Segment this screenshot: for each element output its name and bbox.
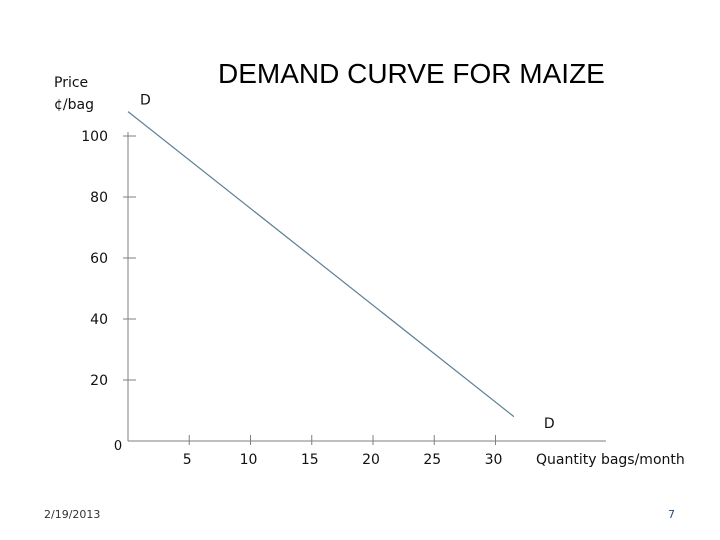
curve-label-end: D [544,416,555,432]
x-axis-label: Quantity bags/month [536,452,685,468]
x-tick-label-25: 25 [423,452,441,468]
y-axis-label-line-2: ¢/bag [54,97,94,113]
x-tick-label-15: 15 [301,452,319,468]
curve-label-start: D [140,92,151,108]
y-tick-label-80: 80 [90,190,108,206]
demand-curve-line [127,111,515,418]
axes [127,132,606,442]
labels: 100 80 60 40 20 0 5 10 15 20 25 30 Quantity bags/mon… [81,92,684,468]
demand-curve-layer [127,111,515,418]
chart-title: DEMAND CURVE FOR MAIZE [218,58,605,89]
y-axis-label: Price ¢/bag [54,72,94,116]
y-tick-label-100: 100 [81,129,108,145]
x-tick-label-20: 20 [362,452,380,468]
y-tick-label-40: 40 [90,312,108,328]
y-axis-label-line-1: Price [54,75,89,91]
y-tick-label-60: 60 [90,251,108,267]
x-tick-label-5: 5 [183,452,192,468]
ticks [123,135,496,445]
x-tick-label-30: 30 [485,452,503,468]
y-tick-label-20: 20 [90,373,108,389]
origin-label: 0 [114,439,122,454]
page-number: 7 [668,508,675,521]
footer-date: 2/19/2013 [44,508,101,521]
x-tick-label-10: 10 [240,452,258,468]
